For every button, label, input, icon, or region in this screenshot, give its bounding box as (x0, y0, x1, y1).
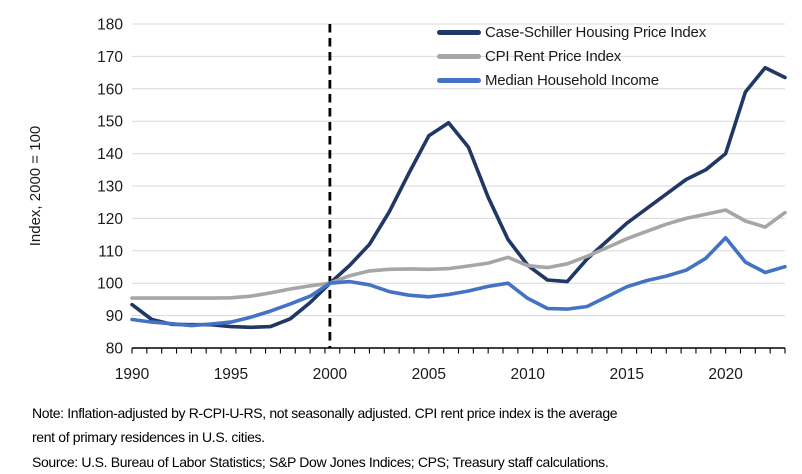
legend-swatch (437, 53, 481, 59)
x-tick-label: 2020 (708, 366, 743, 383)
note-line-2: rent of primary residences in U.S. citie… (32, 429, 265, 446)
y-tick-label: 180 (97, 17, 123, 34)
x-tick-label: 1990 (115, 366, 150, 383)
y-tick-label: 80 (106, 341, 124, 358)
x-tick-label: 2010 (511, 366, 546, 383)
y-axis-title: Index, 2000 = 100 (27, 126, 44, 247)
series-line-median-household-income (130, 236, 787, 328)
legend-item: Case-Schiller Housing Price Index (437, 20, 706, 44)
y-tick-label: 100 (97, 276, 123, 293)
note-line-1: Note: Inflation-adjusted by R-CPI-U-RS, … (32, 405, 618, 421)
y-tick-label: 160 (97, 81, 123, 98)
y-tick-label: 120 (97, 211, 123, 228)
plot-area: Index, 2000 = 100 80 90 100 110 120 130 140 150… (27, 17, 787, 383)
y-tick-label: 150 (97, 114, 123, 131)
legend-label: Median Household Income (485, 71, 659, 89)
y-tick-label: 90 (106, 308, 124, 325)
legend-item: CPI Rent Price Index (437, 44, 706, 68)
legend-swatch (437, 77, 481, 83)
legend: Case-Schiller Housing Price Index CPI Ren… (437, 20, 706, 92)
y-tick-label: 170 (97, 49, 123, 66)
note-line-3: Source: U.S. Bureau of Labor Statistics;… (32, 453, 609, 470)
legend-swatch (437, 29, 481, 35)
x-tick-label: 2000 (313, 366, 348, 383)
legend-label: Case-Schiller Housing Price Index (485, 23, 707, 41)
footnote: Note: Inflation-adjusted by R-CPI-U-RS, … (32, 401, 792, 474)
y-tick-label: 140 (97, 146, 123, 163)
legend-label: CPI Rent Price Index (485, 47, 622, 65)
x-tick-label: 2015 (609, 366, 643, 383)
y-tick-label: 130 (97, 179, 123, 196)
series-line-cpi-rent-price-index (130, 208, 787, 300)
legend-item: Median Household Income (437, 68, 706, 92)
series-line-case-schiller-housing-price-index (130, 65, 787, 330)
x-tick-label: 1995 (214, 366, 248, 383)
x-tick-label: 2005 (412, 366, 446, 383)
y-tick-label: 110 (98, 243, 123, 260)
